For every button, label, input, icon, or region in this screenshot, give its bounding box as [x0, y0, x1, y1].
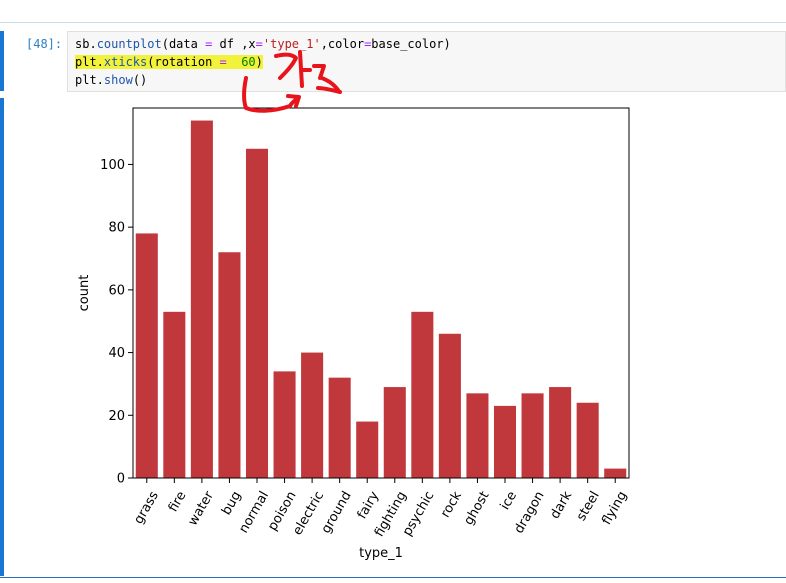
code-line-3: plt.show()	[75, 72, 147, 88]
code-line-1: sb.countplot(data = df ,x='type_1',color…	[75, 36, 451, 52]
x-tick-label: fire	[166, 489, 190, 515]
code-token: plt.	[75, 73, 104, 87]
code-line-2: plt.xticks(rotation = 60)	[75, 54, 263, 70]
bar-electric	[301, 352, 324, 478]
bar-fire	[163, 311, 186, 478]
y-tick-label: 0	[117, 472, 125, 487]
y-tick-label: 60	[108, 283, 125, 298]
code-token: sb.	[75, 37, 97, 51]
code-token: (data	[161, 37, 206, 51]
highlighted-code: sb.countplot(data = df ,x='type_1',color…	[75, 37, 451, 51]
code-token: 'type_1'	[262, 37, 321, 51]
x-tick-label: grass	[131, 489, 162, 527]
bar-ghost	[466, 393, 489, 478]
x-tick-label: ice	[498, 489, 520, 513]
x-tick-label: flying	[599, 489, 630, 528]
y-tick-label: 100	[100, 158, 125, 173]
bar-water	[190, 120, 213, 479]
code-token: xticks	[103, 55, 148, 69]
code-token: =	[219, 55, 227, 69]
bar-ice	[493, 405, 517, 478]
bar-grass	[135, 233, 158, 478]
y-tick-label: 20	[108, 409, 125, 424]
bar-bug	[218, 252, 241, 478]
bar-fighting	[383, 387, 406, 478]
x-tick-label: bug	[219, 489, 244, 518]
output-selection-bar	[0, 98, 4, 576]
y-tick-label: 80	[108, 221, 125, 236]
bars-group	[135, 120, 627, 479]
code-token: show	[103, 73, 133, 87]
code-token: base_color)	[371, 37, 451, 51]
bar-fairy	[356, 421, 379, 478]
x-tick-label: fairy	[355, 489, 383, 522]
x-tick-label: steel	[574, 489, 603, 524]
cell-selection-bar	[0, 31, 4, 91]
bar-flying	[604, 468, 627, 478]
code-token: )	[255, 55, 263, 69]
bar-rock	[438, 333, 461, 478]
bar-dragon	[521, 393, 544, 478]
code-token: plt.	[75, 55, 104, 69]
code-token: (rotation	[147, 55, 220, 69]
execution-count-prompt: [48]:	[26, 37, 63, 51]
plot-frame	[132, 107, 630, 479]
y-axis-label: count	[77, 275, 92, 312]
code-cell-editor[interactable]: sb.countplot(data = df ,x='type_1',color…	[67, 31, 786, 92]
code-token: ()	[132, 73, 148, 87]
bar-poison	[273, 371, 296, 478]
x-tick-label: dark	[548, 488, 576, 521]
y-tick-label: 40	[108, 346, 125, 361]
top-divider	[0, 22, 786, 23]
bar-steel	[576, 402, 599, 478]
code-token: ,color	[320, 37, 365, 51]
x-tick-label: water	[185, 488, 217, 528]
y-axis: 0 20 40 60 80 100	[100, 158, 133, 487]
highlighted-code: plt.show()	[75, 73, 147, 87]
bar-psychic	[411, 311, 434, 478]
bar-dark	[549, 387, 572, 478]
x-axis-label: type_1	[359, 546, 403, 561]
code-token: countplot	[96, 37, 162, 51]
code-token: =	[205, 37, 213, 51]
bar-normal	[245, 148, 269, 479]
x-tick-label: ghost	[461, 489, 492, 528]
x-tick-label: rock	[438, 489, 465, 521]
highlighted-code: plt.xticks(rotation = 60)	[75, 55, 263, 69]
code-token: =	[255, 37, 263, 51]
code-token: df ,x	[212, 37, 256, 51]
code-token: =	[364, 37, 372, 51]
bottom-divider	[0, 577, 786, 578]
code-token: 60	[241, 55, 256, 69]
bar-ground	[328, 377, 351, 478]
